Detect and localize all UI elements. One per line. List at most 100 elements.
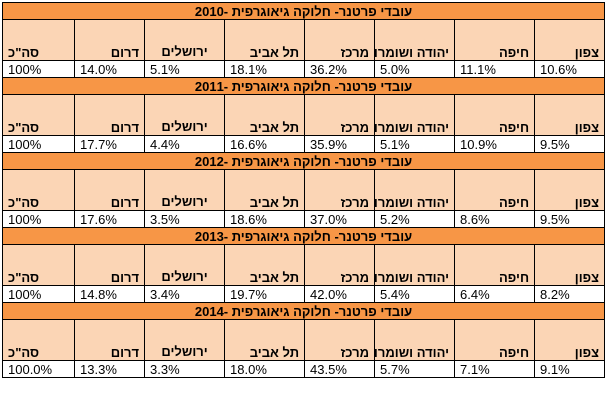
column-header: סה"כ (1, 169, 76, 211)
column-header: מרכז (304, 244, 376, 286)
column-header: מרכז (304, 19, 376, 61)
column-header: תל אביב (224, 94, 306, 136)
value-cell: 8.2% (534, 285, 606, 303)
block-title: עובדי פרטנר- חלוקה גיאוגרפית -2012 (1, 152, 606, 170)
column-header: יהודה ושומרון (374, 19, 456, 61)
header-row: צפון חיפה יהודה ושומרון מרכז תל אביב ירושלים ד… (1, 94, 606, 136)
value-cell: 14.8% (74, 285, 146, 303)
values-row: 10.6% 11.1% 5.0% 36.2% 18.1% 5.1% 14.0% 100% (1, 60, 606, 78)
column-header: צפון (534, 169, 606, 211)
column-header: צפון (534, 19, 606, 61)
value-cell: 100% (1, 60, 76, 78)
column-header: ירושלים (144, 244, 226, 286)
header-row: צפון חיפה יהודה ושומרון מרכז תל אביב ירושלים ד… (1, 19, 606, 61)
column-header: צפון (534, 94, 606, 136)
value-cell: 37.0% (304, 210, 376, 228)
value-cell: 3.3% (144, 360, 226, 378)
column-header: יהודה ושומרון (374, 319, 456, 361)
value-cell: 13.3% (74, 360, 146, 378)
column-header: יהודה ושומרון (374, 169, 456, 211)
value-cell: 10.6% (534, 60, 606, 78)
value-cell: 36.2% (304, 60, 376, 78)
column-header: מרכז (304, 94, 376, 136)
block-title-row: עובדי פרטנר- חלוקה גיאוגרפית -2011 (1, 77, 606, 95)
value-cell: 5.4% (374, 285, 456, 303)
column-header: ירושלים (144, 19, 226, 61)
value-cell: 5.7% (374, 360, 456, 378)
column-header: תל אביב (224, 19, 306, 61)
column-header: תל אביב (224, 319, 306, 361)
block-title: עובדי פרטנר- חלוקה גיאוגרפית -2013 (1, 227, 606, 245)
column-header: חיפה (454, 94, 536, 136)
value-cell: 100% (1, 135, 76, 153)
column-header: סה"כ (1, 319, 76, 361)
column-header: ירושלים (144, 169, 226, 211)
header-row: צפון חיפה יהודה ושומרון מרכז תל אביב ירושלים ד… (1, 169, 606, 211)
value-cell: 100.0% (1, 360, 76, 378)
values-row: 9.1% 7.1% 5.7% 43.5% 18.0% 3.3% 13.3% 100.0% (1, 360, 606, 378)
value-cell: 11.1% (454, 60, 536, 78)
block-title: עובדי פרטנר- חלוקה גיאוגרפית -2011 (1, 77, 606, 95)
column-header: יהודה ושומרון (374, 94, 456, 136)
value-cell: 43.5% (304, 360, 376, 378)
block-title: עובדי פרטנר- חלוקה גיאוגרפית -2010 (1, 2, 606, 20)
value-cell: 6.4% (454, 285, 536, 303)
value-cell: 35.9% (304, 135, 376, 153)
column-header: ירושלים (144, 94, 226, 136)
geographic-distribution-table: עובדי פרטנר- חלוקה גיאוגרפית -2010 צפון חי… (1, 2, 606, 378)
column-header: חיפה (454, 169, 536, 211)
value-cell: 4.4% (144, 135, 226, 153)
column-header: מרכז (304, 169, 376, 211)
value-cell: 9.5% (534, 135, 606, 153)
value-cell: 5.0% (374, 60, 456, 78)
value-cell: 5.1% (144, 60, 226, 78)
column-header: דרום (74, 244, 146, 286)
column-header: תל אביב (224, 244, 306, 286)
value-cell: 5.1% (374, 135, 456, 153)
value-cell: 17.7% (74, 135, 146, 153)
value-cell: 18.6% (224, 210, 306, 228)
value-cell: 16.6% (224, 135, 306, 153)
column-header: תל אביב (224, 169, 306, 211)
column-header: חיפה (454, 319, 536, 361)
block-title-row: עובדי פרטנר- חלוקה גיאוגרפית -2013 (1, 227, 606, 245)
value-cell: 10.9% (454, 135, 536, 153)
block-title: עובדי פרטנר- חלוקה גיאוגרפית -2014 (1, 302, 606, 320)
value-cell: 100% (1, 285, 76, 303)
value-cell: 5.2% (374, 210, 456, 228)
value-cell: 3.5% (144, 210, 226, 228)
value-cell: 19.7% (224, 285, 306, 303)
column-header: סה"כ (1, 94, 76, 136)
value-cell: 42.0% (304, 285, 376, 303)
value-cell: 3.4% (144, 285, 226, 303)
column-header: ירושלים (144, 319, 226, 361)
column-header: צפון (534, 244, 606, 286)
value-cell: 8.6% (454, 210, 536, 228)
column-header: דרום (74, 319, 146, 361)
column-header: חיפה (454, 244, 536, 286)
value-cell: 18.1% (224, 60, 306, 78)
value-cell: 100% (1, 210, 76, 228)
values-row: 8.2% 6.4% 5.4% 42.0% 19.7% 3.4% 14.8% 100% (1, 285, 606, 303)
value-cell: 7.1% (454, 360, 536, 378)
values-row: 9.5% 8.6% 5.2% 37.0% 18.6% 3.5% 17.6% 100% (1, 210, 606, 228)
value-cell: 14.0% (74, 60, 146, 78)
value-cell: 18.0% (224, 360, 306, 378)
value-cell: 9.1% (534, 360, 606, 378)
values-row: 9.5% 10.9% 5.1% 35.9% 16.6% 4.4% 17.7% 100% (1, 135, 606, 153)
header-row: צפון חיפה יהודה ושומרון מרכז תל אביב ירושלים ד… (1, 319, 606, 361)
value-cell: 17.6% (74, 210, 146, 228)
column-header: דרום (74, 169, 146, 211)
column-header: מרכז (304, 319, 376, 361)
block-title-row: עובדי פרטנר- חלוקה גיאוגרפית -2014 (1, 302, 606, 320)
column-header: דרום (74, 94, 146, 136)
block-title-row: עובדי פרטנר- חלוקה גיאוגרפית -2010 (1, 2, 606, 20)
block-title-row: עובדי פרטנר- חלוקה גיאוגרפית -2012 (1, 152, 606, 170)
column-header: סה"כ (1, 19, 76, 61)
column-header: יהודה ושומרון (374, 244, 456, 286)
column-header: דרום (74, 19, 146, 61)
column-header: סה"כ (1, 244, 76, 286)
value-cell: 9.5% (534, 210, 606, 228)
column-header: צפון (534, 319, 606, 361)
header-row: צפון חיפה יהודה ושומרון מרכז תל אביב ירושלים ד… (1, 244, 606, 286)
